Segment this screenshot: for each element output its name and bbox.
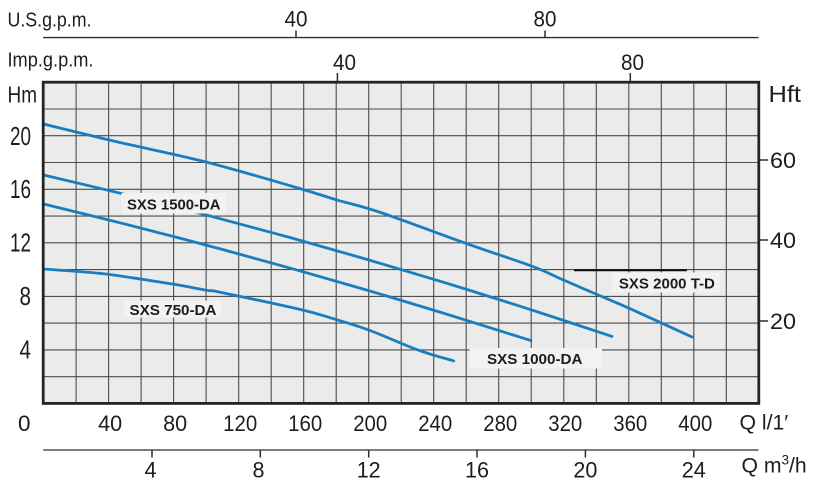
svg-text:24: 24 <box>682 458 706 483</box>
svg-text:80: 80 <box>621 50 644 75</box>
svg-text:240: 240 <box>418 411 452 436</box>
svg-text:40: 40 <box>333 50 356 75</box>
svg-text:Hft: Hft <box>769 81 802 107</box>
svg-text:0: 0 <box>18 411 31 436</box>
svg-text:40: 40 <box>285 7 308 32</box>
svg-text:Q l/1′: Q l/1′ <box>740 412 789 435</box>
svg-text:20: 20 <box>770 309 796 334</box>
svg-text:SXS 750-DA: SXS 750-DA <box>130 302 217 319</box>
svg-text:8: 8 <box>20 283 32 311</box>
svg-text:U.S.g.p.m.: U.S.g.p.m. <box>8 9 92 32</box>
svg-text:16: 16 <box>465 458 489 483</box>
svg-text:80: 80 <box>534 7 557 32</box>
svg-text:Imp.g.p.m.: Imp.g.p.m. <box>8 49 94 72</box>
svg-text:40: 40 <box>770 228 796 253</box>
svg-text:60: 60 <box>770 148 796 173</box>
svg-text:400: 400 <box>678 411 712 436</box>
svg-text:160: 160 <box>288 411 322 436</box>
svg-text:4: 4 <box>145 458 157 483</box>
svg-text:SXS 1000-DA: SXS 1000-DA <box>487 351 583 368</box>
svg-text:8: 8 <box>253 458 265 483</box>
svg-text:4: 4 <box>20 337 32 365</box>
svg-text:20: 20 <box>573 458 597 483</box>
svg-text:12: 12 <box>10 230 31 258</box>
svg-text:80: 80 <box>163 411 187 436</box>
svg-text:120: 120 <box>223 411 257 436</box>
svg-text:320: 320 <box>548 411 582 436</box>
svg-text:280: 280 <box>483 411 517 436</box>
svg-text:360: 360 <box>613 411 647 436</box>
svg-text:200: 200 <box>353 411 387 436</box>
svg-text:16: 16 <box>10 176 31 204</box>
svg-text:SXS 2000 T-D: SXS 2000 T-D <box>619 275 715 292</box>
svg-text:Hm: Hm <box>8 82 38 108</box>
svg-text:Q m3/h: Q m3/h <box>742 453 807 478</box>
svg-text:12: 12 <box>357 458 381 483</box>
svg-text:40: 40 <box>98 411 122 436</box>
svg-text:SXS 1500-DA: SXS 1500-DA <box>127 197 221 214</box>
svg-text:20: 20 <box>10 123 31 151</box>
